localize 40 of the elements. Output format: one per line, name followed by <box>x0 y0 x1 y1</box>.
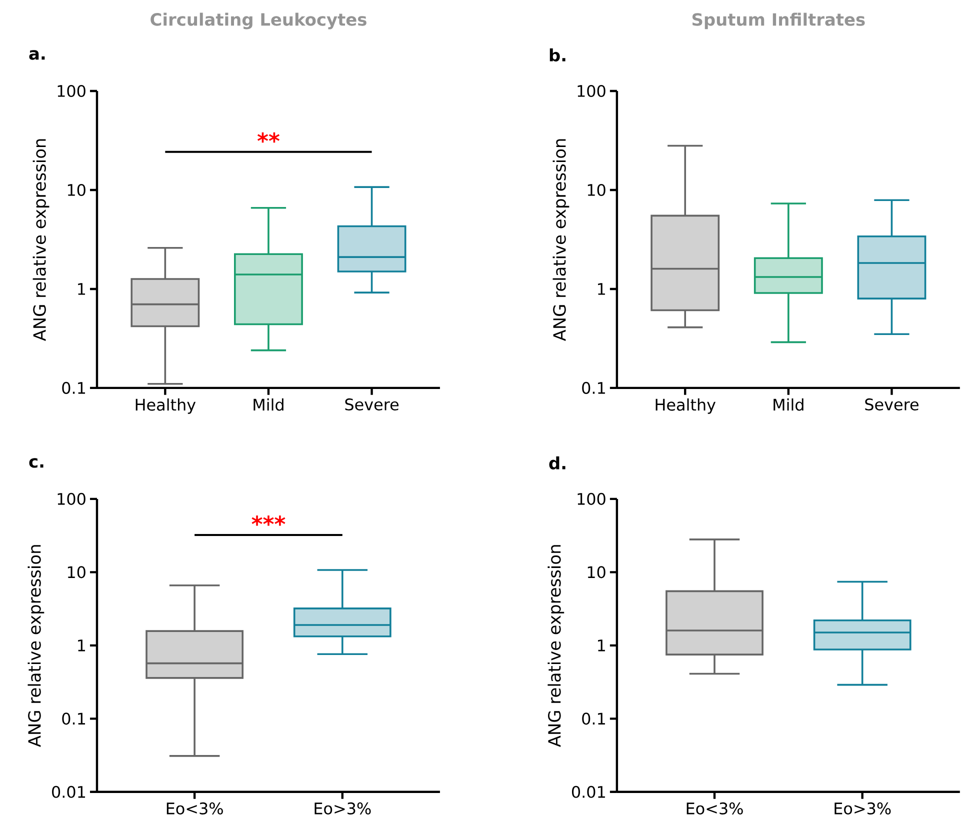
text: d. <box>549 456 566 470</box>
y-axis-title: ANG relative expression <box>32 139 50 342</box>
x-tick-label: Healthy <box>656 398 716 414</box>
y-tick-label: 1 <box>78 283 86 295</box>
text: a. <box>29 50 45 60</box>
y-tick-label: 0.1 <box>62 382 85 394</box>
chart-title: Circulating Leukocytes <box>150 12 366 30</box>
x-tick-label: Mild <box>254 398 284 411</box>
y-tick-label: 100 <box>58 492 86 506</box>
x-tick-label: Eo>3% <box>834 802 891 815</box>
x-tick-label: Severe <box>345 398 399 411</box>
y-tick-label: 100 <box>578 492 606 506</box>
y-tick-label: 10 <box>68 566 86 578</box>
annotation: *** <box>252 516 286 526</box>
y-tick-label: 100 <box>58 85 86 98</box>
y-axis-title: ANG relative expression <box>552 139 570 342</box>
text: b. <box>550 48 566 62</box>
x-tick-label: Eo<3% <box>686 802 743 815</box>
y-axis-title: ANG relative expression <box>28 545 44 748</box>
y-tick-label: 1 <box>78 640 86 652</box>
annotation: ** <box>257 132 280 143</box>
chart-title: Sputum Infiltrates <box>692 12 865 30</box>
y-tick-label: 1 <box>598 640 605 652</box>
x-tick-label: Mild <box>774 398 804 411</box>
y-tick-label: 10 <box>68 184 86 196</box>
y-tick-label: 1 <box>598 283 605 295</box>
y-tick-label: 0.01 <box>52 786 85 798</box>
text: c. <box>29 458 44 468</box>
x-tick-label: Eo>3% <box>314 802 371 815</box>
x-tick-label: Eo<3% <box>166 802 223 815</box>
x-tick-label: Severe <box>865 398 918 411</box>
y-tick-label: 100 <box>578 85 606 98</box>
y-tick-label: 0.1 <box>62 712 86 725</box>
y-tick-label: 0.1 <box>582 382 605 394</box>
y-axis-title: ANG relative expression <box>548 545 564 748</box>
y-tick-label: 0.1 <box>582 712 605 725</box>
x-tick-label: Healthy <box>136 398 196 414</box>
y-tick-label: 10 <box>588 184 606 196</box>
y-tick-label: 10 <box>588 566 606 578</box>
y-tick-label: 0.01 <box>572 786 605 798</box>
